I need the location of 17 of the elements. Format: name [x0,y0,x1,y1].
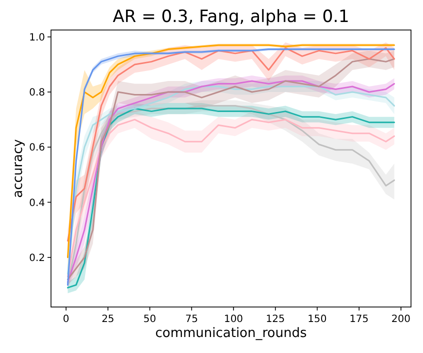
x-tick-label: 200 [391,314,410,325]
y-tick-label: 0.4 [29,198,45,209]
x-axis-title: communication_rounds [155,326,307,341]
x-tick-label: 0 [62,314,70,325]
x-tick-label: 50 [143,314,156,325]
y-tick-label: 0.6 [29,142,45,154]
y-tick-label: 0.8 [29,88,45,99]
y-axis-title: accuracy [11,138,26,198]
x-tick-label: 25 [102,314,114,325]
x-tick-label: 175 [350,314,369,325]
x-tick-label: 75 [185,314,198,325]
x-tick-label: 125 [266,314,285,325]
y-tick-label: 0.2 [29,252,45,264]
chart-title: AR = 0.3, Fang, alpha = 0.1 [112,7,350,27]
x-tick-label: 100 [224,314,244,325]
x-tick-label: 150 [308,314,327,325]
y-tick-label: 1.0 [29,32,45,44]
